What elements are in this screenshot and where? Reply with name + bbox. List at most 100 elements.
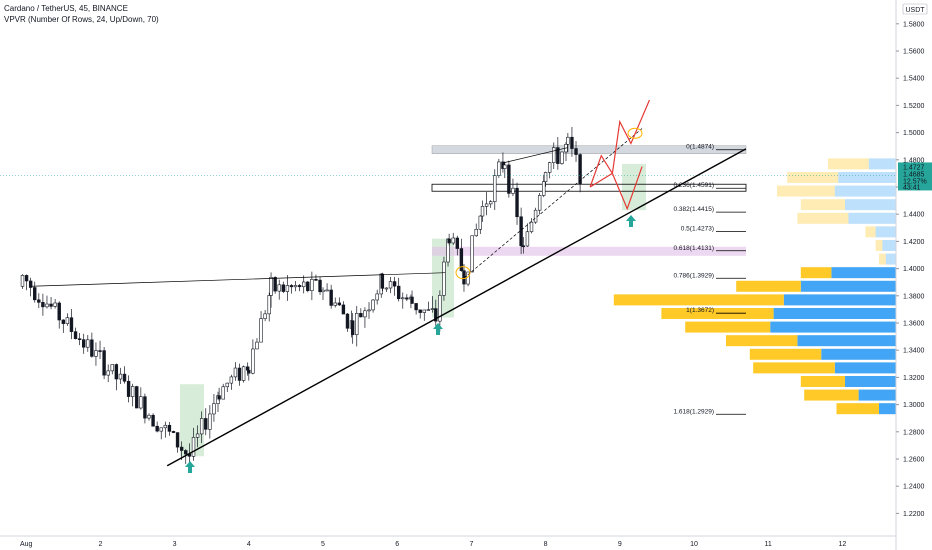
- candle-body: [45, 303, 49, 308]
- candle-body: [77, 338, 82, 340]
- candle-body: [314, 279, 318, 281]
- candle-body: [57, 302, 61, 321]
- candle-body: [507, 164, 511, 194]
- candle-body: [217, 395, 221, 400]
- candle-body: [542, 181, 546, 196]
- candle-body: [69, 317, 74, 332]
- candle-body: [277, 284, 281, 292]
- projection-path-up: [589, 99, 651, 188]
- volume-up-bar: [879, 403, 896, 415]
- volume-down-bar: [797, 212, 849, 224]
- candle-body: [359, 313, 363, 318]
- price-tick-label: 1.4200: [903, 239, 925, 246]
- volume-profile: [613, 158, 896, 415]
- volume-up-bar: [773, 307, 896, 319]
- volume-down-bar: [726, 335, 798, 347]
- time-tick-label: 11: [765, 541, 772, 548]
- candle-body: [380, 273, 385, 289]
- highlight-circle: [627, 127, 643, 139]
- fib-level-label: 1(1.3672): [686, 307, 714, 314]
- volume-up-bar: [845, 375, 896, 387]
- annotations: [185, 127, 643, 473]
- candle-body: [114, 364, 119, 380]
- up-arrow-icon: [433, 323, 443, 335]
- candle-body: [333, 302, 337, 306]
- price-badge-change: 12.57%: [903, 178, 927, 185]
- volume-up-bar: [821, 348, 896, 360]
- candle-body: [388, 281, 393, 289]
- candle-body: [447, 238, 451, 244]
- volume-down-bar: [736, 280, 801, 292]
- volume-up-bar: [797, 335, 896, 347]
- candle-body: [426, 309, 431, 311]
- price-tick-label: 1.2400: [903, 484, 925, 491]
- trendline: [166, 148, 747, 467]
- price-tick-label: 1.5600: [903, 49, 925, 56]
- candle-body: [525, 231, 530, 247]
- candle-body: [533, 209, 538, 223]
- price-tick-label: 1.3200: [903, 375, 925, 382]
- projection-path-down: [589, 166, 643, 211]
- candle-body: [434, 308, 438, 322]
- price-tick-label: 1.5800: [903, 21, 925, 28]
- volume-down-bar: [865, 226, 876, 238]
- volume-up-bar: [770, 321, 896, 333]
- candle-body: [529, 221, 534, 233]
- candle-body: [233, 367, 238, 378]
- fib-level-label: 0.786(1.3929): [674, 272, 714, 279]
- candle-body: [345, 313, 350, 329]
- candle-body: [94, 350, 98, 357]
- candle-body: [90, 339, 94, 357]
- volume-down-bar: [804, 389, 859, 401]
- candle-body: [459, 248, 464, 271]
- time-tick-label: 8: [544, 541, 548, 548]
- trendlines: [0, 99, 896, 467]
- candle-body: [143, 396, 147, 419]
- volume-up-bar: [834, 185, 896, 197]
- candle-body: [396, 285, 401, 300]
- volume-down-bar: [777, 185, 835, 197]
- candles: [20, 127, 582, 465]
- volume-down-bar: [836, 403, 879, 415]
- candle-body: [478, 215, 483, 230]
- candle-body: [574, 148, 578, 155]
- candle-body: [503, 164, 507, 169]
- candle-body: [515, 187, 519, 218]
- candle-body: [191, 437, 196, 457]
- highlight-circle: [455, 266, 471, 280]
- volume-up-bar: [882, 239, 896, 251]
- candle-body: [281, 284, 286, 292]
- candle-body: [24, 275, 29, 282]
- time-tick-label: 10: [690, 541, 698, 548]
- volume-up-bar: [800, 280, 896, 292]
- candle-body: [511, 187, 515, 194]
- candle-body: [221, 386, 225, 400]
- candle-body: [151, 414, 155, 427]
- fib-618-band: [432, 246, 746, 256]
- fib-level-label: 0.618(1.4131): [674, 245, 714, 252]
- price-tick-label: 1.3400: [903, 348, 925, 355]
- volume-down-bar: [800, 199, 845, 211]
- candle-body: [285, 285, 290, 292]
- candle-body: [578, 154, 582, 184]
- candle-body: [171, 431, 176, 433]
- candle-body: [384, 287, 389, 290]
- candle-body: [229, 376, 234, 384]
- candle-body: [273, 277, 277, 292]
- candle-body: [341, 304, 346, 315]
- candle-body: [130, 386, 135, 397]
- price-tick-label: 1.2200: [903, 511, 925, 518]
- candle-body: [147, 414, 151, 419]
- volume-up-bar: [838, 171, 896, 183]
- candle-body: [451, 237, 455, 244]
- candle-body: [73, 331, 78, 339]
- candle-body: [33, 287, 37, 301]
- candle-body: [560, 151, 564, 164]
- up-arrow-icon: [185, 461, 195, 473]
- candle-body: [363, 310, 367, 318]
- candle-body: [442, 261, 446, 296]
- volume-down-bar: [787, 171, 839, 183]
- candle-body: [318, 279, 322, 293]
